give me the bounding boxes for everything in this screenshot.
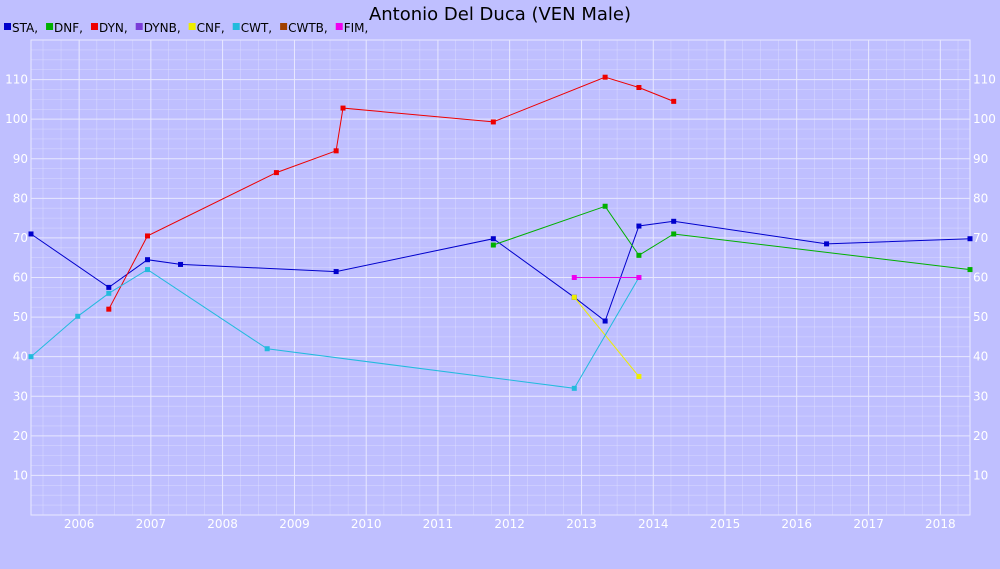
y-tick-label-left: 20 <box>13 429 28 443</box>
legend-swatch-dynb <box>135 23 143 30</box>
x-tick-label: 2017 <box>853 517 884 531</box>
data-point-dyn <box>636 85 642 90</box>
legend-label-cwtb: CWTB, <box>288 21 328 35</box>
legend-label-dnf: DNF, <box>54 21 83 35</box>
data-point-fim <box>636 275 642 280</box>
data-point-dyn <box>145 233 151 239</box>
series-line-cnf <box>573 296 640 377</box>
data-point-sta <box>967 236 973 242</box>
legend-swatch-cwtb <box>280 23 288 30</box>
legend-swatch-cnf <box>188 23 196 30</box>
legend-swatch-dyn <box>90 23 98 30</box>
data-point-sta <box>602 318 608 324</box>
y-tick-label-left: 60 <box>13 271 28 285</box>
data-point-dyn <box>333 148 339 154</box>
data-point-sta <box>636 223 642 229</box>
legend-label-dynb: DYNB, <box>144 21 181 35</box>
data-point-sta <box>333 269 339 275</box>
x-tick-label: 2007 <box>136 517 167 531</box>
legend-swatch-cwt <box>232 23 240 30</box>
y-tick-label-right: 40 <box>973 350 988 364</box>
data-point-cwt <box>106 290 112 296</box>
data-point-dyn <box>273 170 279 176</box>
y-tick-label-left: 40 <box>13 350 28 364</box>
data-point-dnf <box>967 267 973 273</box>
data-point-dnf <box>490 242 496 248</box>
data-point-cwt <box>571 385 577 391</box>
y-tick-label-right: 50 <box>973 310 988 324</box>
data-point-cwt <box>75 313 81 319</box>
y-tick-label-right: 100 <box>973 112 996 126</box>
y-tick-label-right: 110 <box>973 73 996 87</box>
legend-swatch-fim <box>335 23 343 30</box>
y-tick-label-right: 20 <box>973 429 988 443</box>
data-point-cnf <box>636 373 642 379</box>
data-point-cwt <box>264 346 270 352</box>
x-tick-label: 2015 <box>710 517 741 531</box>
data-point-sta <box>106 284 112 290</box>
legend-label-fim: FIM, <box>344 21 369 35</box>
x-tick-label: 2018 <box>925 517 956 531</box>
data-point-dnf <box>602 203 608 209</box>
y-tick-label-left: 110 <box>5 73 28 87</box>
data-point-sta <box>824 241 830 247</box>
data-point-cwt <box>145 267 151 273</box>
data-point-sta <box>671 218 677 224</box>
legend-label-dyn: DYN, <box>99 21 128 35</box>
data-point-sta <box>490 236 496 242</box>
data-point-dyn <box>490 119 496 125</box>
x-tick-label: 2013 <box>566 517 597 531</box>
data-point-sta <box>178 261 184 267</box>
data-point-dyn <box>340 105 346 111</box>
series-line-dyn <box>108 76 674 310</box>
x-tick-label: 2011 <box>423 517 454 531</box>
y-tick-label-left: 70 <box>13 231 28 245</box>
chart-title: Antonio Del Duca (VEN Male) <box>369 4 631 25</box>
y-tick-label-right: 10 <box>973 468 988 482</box>
x-tick-label: 2016 <box>781 517 812 531</box>
data-point-sta <box>28 231 34 237</box>
series-line-sta <box>30 220 971 322</box>
plot-frame <box>30 39 971 516</box>
data-point-dyn <box>671 98 677 104</box>
data-point-cnf <box>571 294 577 300</box>
y-tick-label-left: 30 <box>13 389 28 403</box>
y-tick-label-right: 60 <box>973 271 988 285</box>
y-tick-label-right: 30 <box>973 389 988 403</box>
x-tick-label: 2010 <box>351 517 382 531</box>
y-tick-label-left: 10 <box>13 468 28 482</box>
data-point-dyn <box>602 74 608 80</box>
y-tick-label-right: 80 <box>973 191 988 205</box>
x-tick-label: 2009 <box>279 517 310 531</box>
data-point-sta <box>145 257 151 263</box>
data-point-dnf <box>671 231 677 237</box>
data-point-fim <box>571 275 577 280</box>
y-tick-label-left: 90 <box>13 152 28 166</box>
legend-label-sta: STA, <box>12 21 38 35</box>
legend-label-cnf: CNF, <box>197 21 225 35</box>
legend-swatch-dnf <box>46 23 54 30</box>
x-tick-label: 2008 <box>207 517 238 531</box>
data-point-cwt <box>28 354 34 360</box>
y-tick-label-right: 70 <box>973 231 988 245</box>
legend-swatch-sta <box>4 23 11 30</box>
data-point-dnf <box>636 252 642 258</box>
y-tick-label-right: 90 <box>973 152 988 166</box>
x-tick-label: 2012 <box>494 517 525 531</box>
x-tick-label: 2006 <box>64 517 95 531</box>
x-tick-label: 2014 <box>638 517 669 531</box>
y-tick-label-left: 100 <box>5 112 28 126</box>
y-tick-label-left: 50 <box>13 310 28 324</box>
legend-label-cwt: CWT, <box>241 21 272 35</box>
data-point-dyn <box>106 306 112 312</box>
y-tick-label-left: 80 <box>13 191 28 205</box>
